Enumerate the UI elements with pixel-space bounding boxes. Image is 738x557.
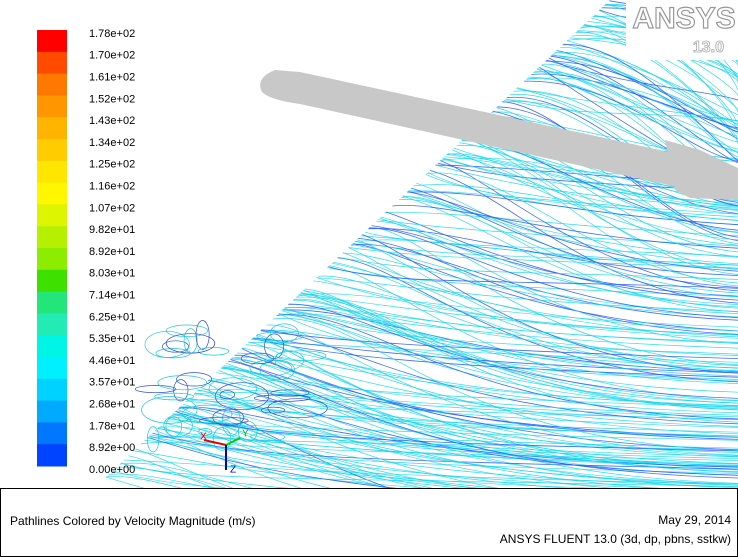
footer-title: Pathlines Colored by Velocity Magnitude … [10, 514, 255, 528]
colorbar-label: 1.25e+02 [89, 159, 135, 171]
color-swatch [37, 335, 67, 357]
colorbar-label: 8.92e+01 [89, 246, 135, 258]
colorbar-label: 6.25e+01 [89, 311, 135, 323]
colorbar-label: 3.57e+01 [89, 377, 135, 389]
colorbar-label: 1.78e+01 [89, 420, 135, 432]
colorbar-label: 1.34e+02 [89, 137, 135, 149]
color-swatch [37, 313, 67, 335]
color-swatch [37, 401, 67, 423]
colorbar-label: 8.03e+01 [89, 268, 135, 280]
color-swatch [37, 117, 67, 139]
colorbar-label: 9.82e+01 [89, 224, 135, 236]
color-swatch [37, 357, 67, 379]
color-swatch [37, 74, 67, 96]
color-swatch [37, 161, 67, 183]
color-swatch [37, 226, 67, 248]
color-swatch [37, 292, 67, 314]
colorbar-label: 1.43e+02 [89, 115, 135, 127]
footer-software: ANSYS FLUENT 13.0 (3d, dp, pbns, sstkw) [500, 532, 731, 546]
color-swatch [37, 183, 67, 205]
colorbar-label: 0.00e+00 [89, 464, 135, 476]
logo-version: 13.0 [693, 39, 724, 56]
z-label: Z [230, 465, 236, 476]
colorbar-label: 7.14e+01 [89, 290, 135, 302]
colorbar-label: 4.46e+01 [89, 355, 135, 367]
color-swatch [37, 444, 67, 466]
colorbar-label: 1.78e+02 [89, 28, 135, 40]
color-swatch [37, 95, 67, 117]
colorbar-label: 2.68e+01 [89, 399, 135, 411]
color-swatch [37, 204, 67, 226]
colorbar-label: 1.16e+02 [89, 181, 135, 193]
color-swatch [37, 379, 67, 401]
color-swatch [37, 422, 67, 444]
footer-date: May 29, 2014 [658, 513, 731, 527]
page: 1.78e+02 1.70e+02 1.61e+02 1.52e+02 1.43e+02… [0, 0, 738, 557]
color-swatch [37, 248, 67, 270]
fluent-viewport: 1.78e+02 1.70e+02 1.61e+02 1.52e+02 1.43e+02… [0, 0, 738, 557]
colorbar-label: 1.70e+02 [89, 50, 135, 62]
colorbar-label: 1.07e+02 [89, 202, 135, 214]
color-swatch [37, 139, 67, 161]
color-swatch [37, 30, 67, 52]
logo-text: ANSYS [632, 2, 735, 35]
colorbar-label: 5.35e+01 [89, 333, 135, 345]
color-swatch [37, 52, 67, 74]
x-label: X [200, 432, 207, 443]
color-swatch [37, 270, 67, 292]
colorbar-label: 1.61e+02 [89, 72, 135, 84]
colorbar-label: 1.52e+02 [89, 93, 135, 105]
colorbar-label: 8.92e+00 [89, 442, 135, 454]
y-label: Y [242, 429, 249, 440]
